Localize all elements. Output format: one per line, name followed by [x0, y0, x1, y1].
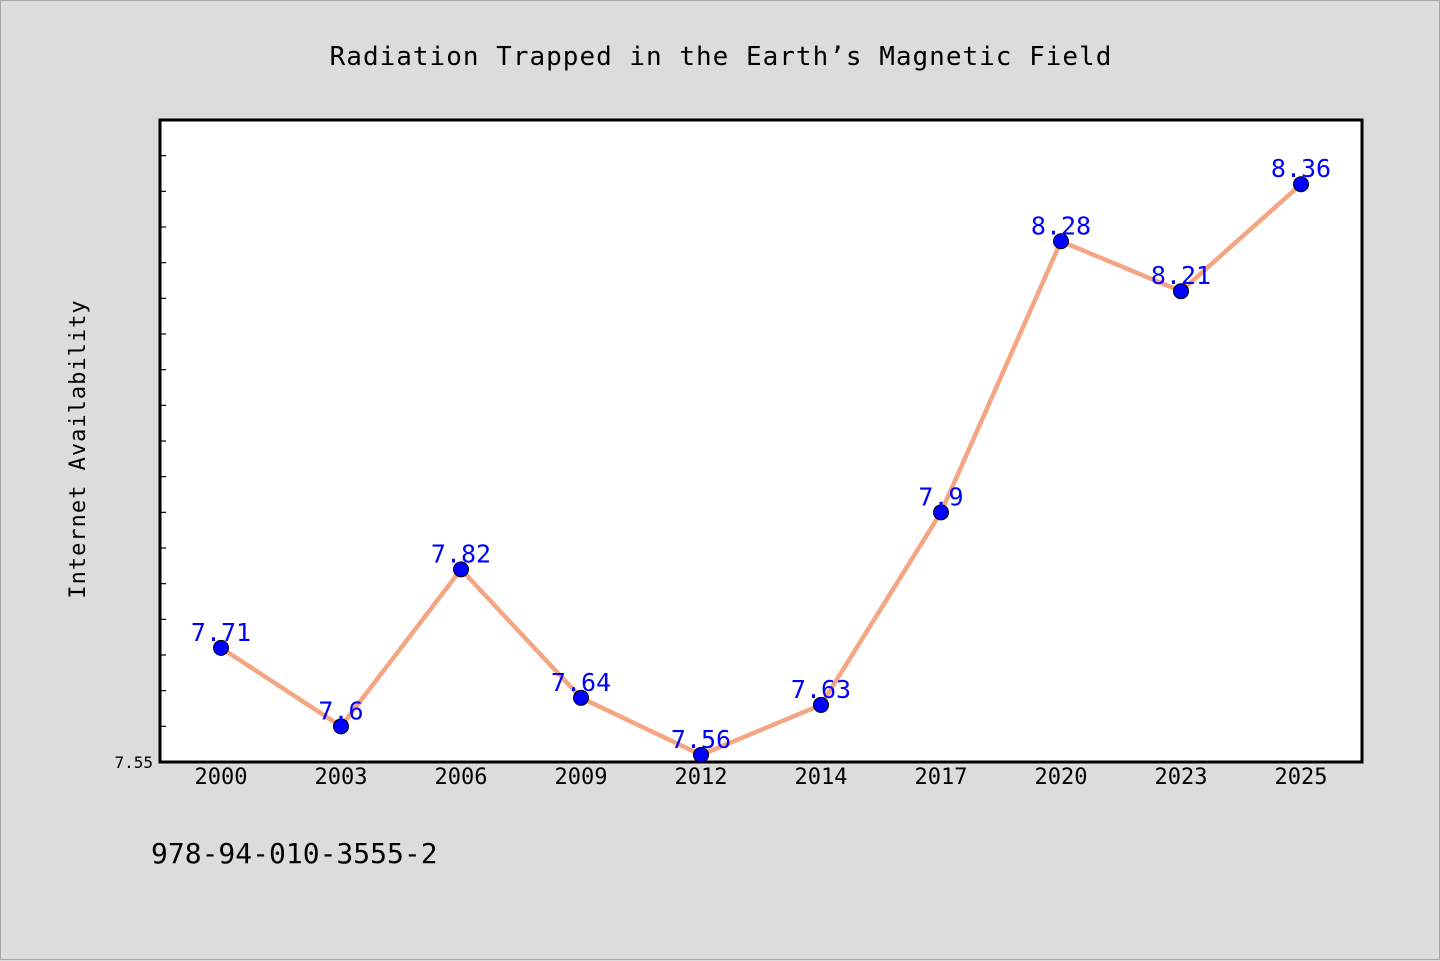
- data-labels: 7.71 7.6 7.82 7.64 7.56 7.63 7.9 8.28 8.21 8.36: [191, 154, 1331, 754]
- data-label: 7.56: [671, 725, 731, 754]
- footer-isbn: 978-94-010-3555-2: [151, 837, 438, 870]
- data-label: 7.82: [431, 539, 491, 568]
- data-point: [1293, 176, 1309, 193]
- x-tick-label: 2000: [195, 765, 248, 790]
- series-line-group: [218, 181, 1304, 758]
- data-point: [453, 561, 469, 578]
- x-tick-label: 2012: [675, 765, 728, 790]
- data-point: [1173, 283, 1189, 300]
- data-label: 7.9: [918, 482, 963, 511]
- series-line: [218, 181, 1304, 758]
- data-point: [933, 504, 949, 521]
- y-axis-tick-labels: 7.55: [114, 753, 153, 772]
- data-label: 7.6: [318, 696, 363, 725]
- x-tick-label: 2006: [435, 765, 488, 790]
- data-point: [813, 696, 829, 713]
- x-tick-label: 2017: [915, 765, 968, 790]
- data-point: [333, 718, 349, 735]
- data-label: 7.63: [791, 675, 851, 704]
- data-label: 8.21: [1151, 261, 1211, 290]
- x-tick-label: 2009: [555, 765, 608, 790]
- data-label: 8.36: [1271, 154, 1331, 183]
- x-tick-label: 2020: [1035, 765, 1088, 790]
- chart-title: Radiation Trapped in the Earth’s Magneti…: [330, 42, 1113, 72]
- x-axis-tick-labels: 2000 2003 2006 2009 2012 2014 2017 2020 2023 2025: [195, 765, 1328, 790]
- data-label: 7.64: [551, 668, 611, 697]
- y-tick-label: 7.55: [114, 753, 153, 772]
- data-point: [573, 689, 589, 706]
- x-tick-label: 2003: [315, 765, 368, 790]
- data-point: [1053, 233, 1069, 250]
- y-axis-label: Internet Availability: [66, 299, 91, 598]
- data-label: 7.71: [191, 618, 251, 647]
- data-point: [693, 746, 709, 763]
- x-tick-label: 2023: [1155, 765, 1208, 790]
- y-axis-ticks: [160, 155, 166, 727]
- x-tick-label: 2025: [1275, 765, 1328, 790]
- plot-area: [158, 118, 1364, 764]
- data-markers: [213, 176, 1309, 763]
- x-tick-label: 2014: [795, 765, 848, 790]
- data-point: [213, 639, 229, 656]
- data-label: 8.28: [1031, 211, 1091, 240]
